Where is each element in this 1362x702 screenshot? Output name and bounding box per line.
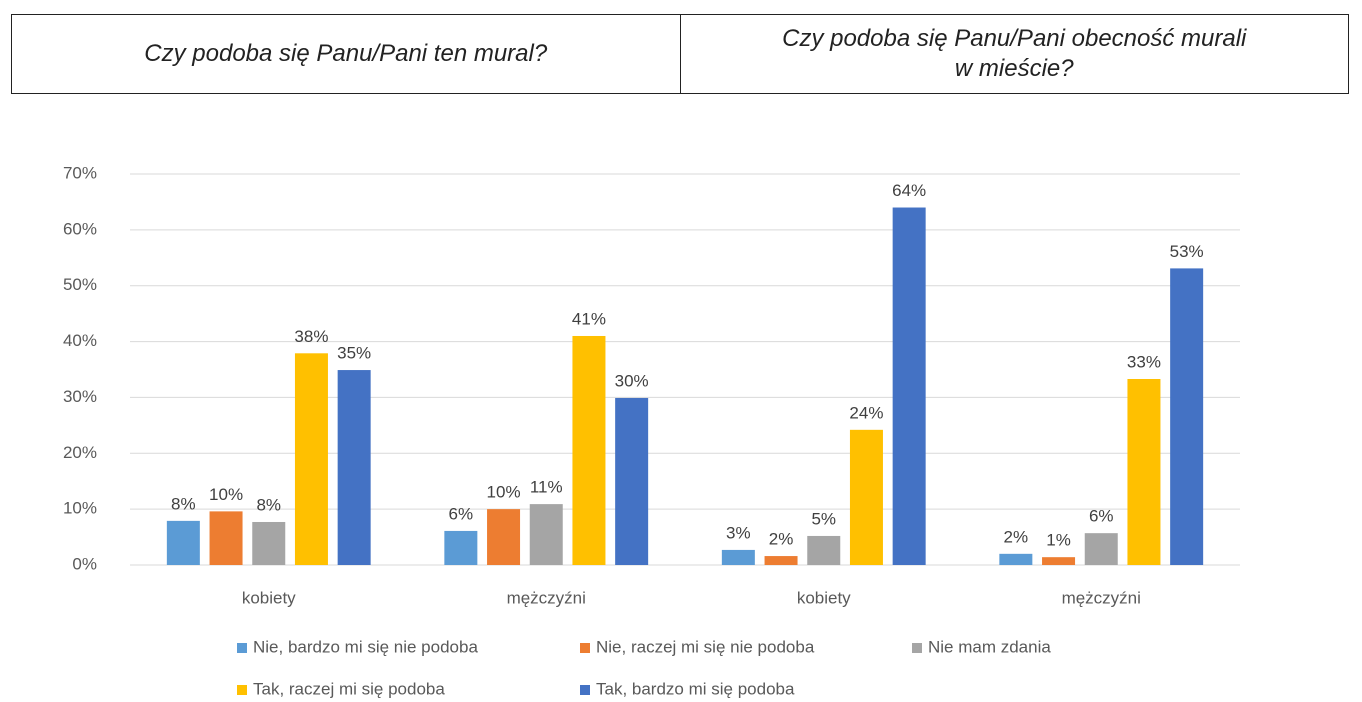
bar (337, 370, 371, 565)
data-label: 30% (615, 371, 649, 390)
data-label: 6% (449, 504, 474, 523)
data-label: 10% (487, 483, 521, 502)
data-label: 2% (769, 530, 794, 549)
data-label: 53% (1170, 242, 1204, 261)
legend-swatch (237, 643, 247, 653)
data-label: 2% (1004, 527, 1029, 546)
data-label: 10% (209, 485, 243, 504)
y-tick-label: 60% (63, 219, 97, 238)
y-tick-label: 10% (63, 499, 97, 518)
bar (721, 549, 755, 565)
x-tick-label: kobiety (242, 588, 296, 607)
legend-label: Tak, raczej mi się podoba (253, 679, 445, 698)
data-label: 33% (1127, 352, 1161, 371)
data-label: 5% (811, 509, 836, 528)
header-table: Czy podoba się Panu/Pani ten mural? Czy … (11, 14, 1349, 94)
bar (764, 556, 798, 565)
bar (252, 521, 286, 565)
y-tick-label: 30% (63, 387, 97, 406)
bar (1170, 268, 1204, 565)
data-label: 8% (256, 495, 281, 514)
bar (999, 553, 1033, 565)
data-label: 41% (572, 309, 606, 328)
bar (294, 353, 328, 565)
bar (1084, 533, 1118, 565)
data-label: 35% (337, 344, 371, 363)
data-label: 1% (1046, 531, 1071, 550)
y-tick-label: 20% (63, 443, 97, 462)
x-tick-label: mężczyźni (507, 588, 586, 607)
data-label: 6% (1089, 507, 1114, 526)
header-cell: Czy podoba się Panu/Pani ten mural? (144, 40, 548, 67)
legend-swatch (237, 685, 247, 695)
header-cell: Czy podoba się Panu/Pani obecność murali… (679, 15, 1349, 93)
bar (807, 535, 841, 565)
x-tick-label: mężczyźni (1062, 588, 1141, 607)
data-label: 24% (849, 403, 883, 422)
x-tick-label: kobiety (797, 588, 851, 607)
legend-label: Tak, bardzo mi się podoba (596, 679, 795, 698)
bar (487, 509, 521, 565)
y-tick-label: 50% (63, 275, 97, 294)
data-label: 3% (726, 523, 751, 542)
y-tick-label: 40% (63, 331, 97, 350)
legend-label: Nie, raczej mi się nie podoba (596, 637, 815, 656)
legend-label: Nie, bardzo mi się nie podoba (253, 637, 478, 656)
legend-label: Nie mam zdania (928, 637, 1051, 656)
data-label: 64% (892, 181, 926, 200)
bar (529, 504, 563, 565)
y-tick-label: 0% (72, 554, 97, 573)
y-tick-label: 70% (63, 163, 97, 182)
bar (444, 530, 478, 565)
bar (892, 207, 926, 565)
bar (209, 511, 243, 565)
data-label: 8% (171, 494, 196, 513)
bar (849, 429, 883, 565)
legend-swatch (912, 643, 922, 653)
data-label: 11% (530, 478, 563, 497)
bar (615, 397, 649, 565)
bar (1042, 557, 1076, 565)
bar (166, 520, 200, 565)
legend-swatch (580, 643, 590, 653)
legend-swatch (580, 685, 590, 695)
bar (572, 335, 606, 565)
data-label: 38% (294, 327, 328, 346)
bar (1127, 378, 1161, 565)
